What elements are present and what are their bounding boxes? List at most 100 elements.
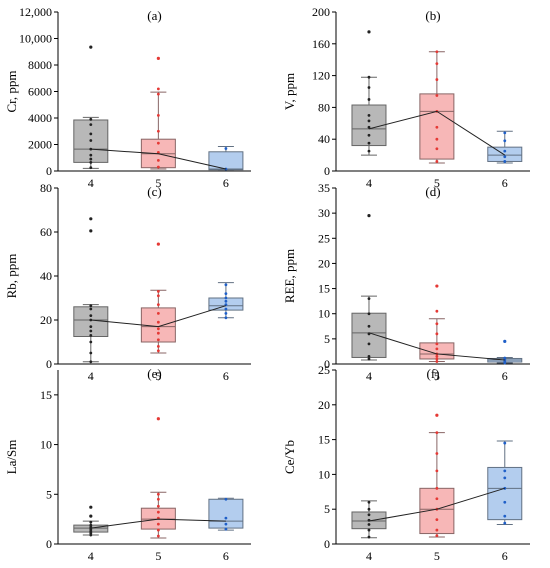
y-tick-label: 20 [318, 398, 330, 412]
data-point [503, 139, 507, 143]
y-tick-label: 0 [324, 164, 330, 178]
data-point [367, 357, 371, 361]
data-point [224, 299, 228, 303]
data-point [156, 345, 160, 348]
data-point [367, 113, 371, 117]
data-point [89, 351, 93, 355]
y-tick-label: 0 [46, 537, 52, 551]
data-point [435, 486, 439, 490]
data-point [156, 534, 160, 538]
data-point [435, 357, 439, 361]
y-tick-label: 15 [40, 388, 52, 402]
y-tick-label: 15 [318, 433, 330, 447]
data-point [503, 514, 507, 518]
y-tick-label: 20 [40, 313, 52, 327]
data-point [367, 119, 371, 123]
data-point [89, 166, 93, 170]
data-point [156, 141, 160, 145]
x-tick-label: 5 [434, 369, 440, 383]
data-point [367, 133, 371, 137]
x-tick-label: 4 [88, 549, 94, 563]
data-point [435, 62, 439, 66]
data-point [435, 342, 439, 346]
data-point [435, 431, 439, 435]
data-point [156, 87, 160, 91]
data-point [435, 147, 439, 151]
data-point [367, 507, 371, 511]
data-point [435, 322, 439, 326]
data-point [89, 523, 93, 527]
data-point [89, 139, 93, 142]
data-point [367, 528, 371, 532]
data-point [435, 360, 439, 363]
data-point [503, 476, 507, 480]
data-point [503, 149, 507, 153]
panel-label: (c) [147, 184, 161, 199]
y-tick-label: 4000 [28, 111, 52, 125]
data-point [156, 151, 160, 154]
median-trend-line [368, 110, 506, 156]
data-point [89, 360, 93, 364]
data-point [435, 347, 439, 351]
data-point [156, 331, 160, 335]
x-tick-label: 4 [366, 176, 372, 190]
data-point [435, 94, 439, 97]
data-point [435, 518, 439, 522]
y-tick-label: 25 [318, 231, 330, 245]
data-point [224, 316, 228, 320]
data-point [435, 452, 439, 455]
data-point [89, 520, 93, 524]
data-point [503, 500, 507, 504]
x-tick-label: 6 [502, 549, 508, 563]
data-point [224, 292, 228, 295]
chart-panel: 0 5 10 15 20 25 Ce/Yb (f) 4 5 6 [282, 363, 530, 563]
y-tick-label: 30 [318, 206, 330, 220]
panel-label: (b) [425, 8, 440, 23]
y-tick-label: 0 [324, 537, 330, 551]
data-point [156, 504, 160, 508]
data-point [156, 510, 160, 514]
box [487, 466, 523, 521]
x-tick-label: 4 [88, 369, 94, 383]
data-point [156, 312, 160, 315]
box [208, 151, 244, 171]
data-point [89, 132, 93, 136]
data-point [503, 155, 507, 159]
x-tick-label: 6 [223, 369, 229, 383]
data-point [224, 147, 228, 150]
data-point [156, 522, 160, 526]
data-point [367, 98, 371, 101]
data-point [224, 307, 228, 311]
y-tick-label: 10,000 [19, 32, 52, 46]
data-point [89, 304, 93, 308]
y-tick-label: 12,000 [19, 5, 52, 19]
y-tick-label: 5 [46, 487, 52, 501]
outlier-point [367, 214, 371, 218]
data-point [367, 86, 371, 89]
y-tick-label: 2000 [28, 138, 52, 152]
data-point [89, 117, 93, 121]
y-tick-label: 120 [312, 69, 330, 83]
data-point [435, 469, 439, 473]
data-point [89, 533, 93, 537]
y-axis-title: Cr, ppm [4, 70, 19, 112]
y-tick-label: 80 [318, 100, 330, 114]
data-point [156, 159, 160, 162]
y-tick-label: 35 [318, 181, 330, 195]
data-point [435, 332, 439, 336]
data-point [367, 342, 371, 346]
data-point [89, 153, 93, 157]
box [351, 312, 387, 358]
x-tick-label: 4 [366, 369, 372, 383]
data-point [224, 312, 228, 315]
panel-label: (d) [425, 184, 440, 199]
chart-panel: 0 5 10 15 La/Sm (e) 4 5 6 [4, 366, 251, 563]
data-point [435, 125, 439, 129]
data-point [367, 297, 371, 301]
data-point [224, 167, 228, 171]
data-point [435, 137, 439, 141]
data-point [89, 123, 93, 127]
box [351, 104, 387, 147]
